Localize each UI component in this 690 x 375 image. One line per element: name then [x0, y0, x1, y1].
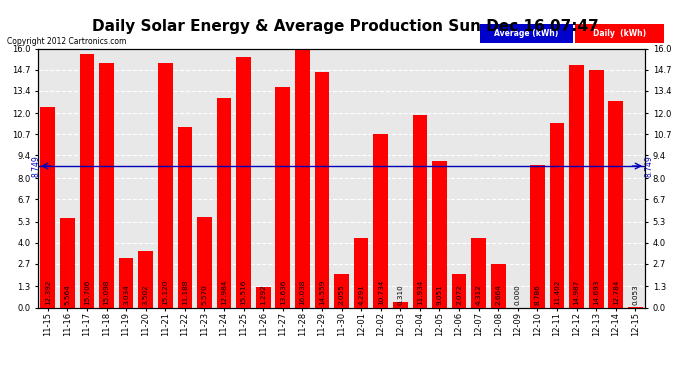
Text: 15.098: 15.098 [104, 280, 110, 305]
Text: Daily  (kWh): Daily (kWh) [593, 29, 646, 38]
Text: 8.786: 8.786 [535, 284, 540, 305]
Text: 2.055: 2.055 [339, 284, 344, 305]
Text: 5.564: 5.564 [64, 284, 70, 305]
Bar [471, 238, 486, 308]
Bar [354, 238, 368, 308]
Bar [295, 48, 310, 308]
Bar [628, 307, 642, 308]
Text: 8.749: 8.749 [644, 155, 653, 177]
Bar [41, 107, 55, 308]
Text: 0.310: 0.310 [397, 284, 404, 305]
Bar [236, 57, 251, 308]
Text: 12.392: 12.392 [45, 280, 51, 305]
Bar [550, 123, 564, 308]
Text: 11.934: 11.934 [417, 280, 423, 305]
Text: 15.516: 15.516 [241, 280, 246, 305]
Text: 9.051: 9.051 [437, 284, 442, 305]
Text: 0.000: 0.000 [515, 284, 521, 305]
Text: 11.188: 11.188 [182, 280, 188, 305]
Text: 14.559: 14.559 [319, 280, 325, 305]
Bar [119, 258, 133, 308]
Text: 11.402: 11.402 [554, 280, 560, 305]
Bar [256, 286, 270, 308]
Bar [197, 217, 212, 308]
Bar [491, 264, 506, 308]
Bar [569, 65, 584, 308]
Text: 12.984: 12.984 [221, 280, 227, 305]
Text: 16.038: 16.038 [299, 280, 306, 305]
Text: 4.291: 4.291 [358, 284, 364, 305]
Text: 1.292: 1.292 [260, 284, 266, 305]
Text: Average (kWh): Average (kWh) [494, 29, 558, 38]
Bar [452, 274, 466, 308]
Bar [177, 127, 193, 308]
Text: 13.636: 13.636 [279, 280, 286, 305]
Bar [432, 161, 447, 308]
Text: 2.664: 2.664 [495, 284, 501, 305]
Text: 12.784: 12.784 [613, 280, 619, 305]
Text: 10.734: 10.734 [377, 280, 384, 305]
Text: 0.053: 0.053 [632, 284, 638, 305]
Bar [393, 303, 408, 307]
Bar [413, 114, 427, 308]
Text: 14.987: 14.987 [573, 280, 580, 305]
Bar [589, 70, 604, 308]
Bar [158, 63, 172, 308]
Text: 14.693: 14.693 [593, 280, 599, 305]
Text: Copyright 2012 Cartronics.com: Copyright 2012 Cartronics.com [7, 38, 126, 46]
Text: 3.502: 3.502 [143, 284, 148, 305]
Text: 5.570: 5.570 [201, 284, 208, 305]
Bar [373, 134, 388, 308]
Bar [530, 165, 545, 308]
Text: 4.312: 4.312 [475, 284, 482, 305]
Text: 3.034: 3.034 [123, 284, 129, 305]
Bar [609, 101, 623, 308]
Bar [99, 63, 114, 308]
Text: 15.706: 15.706 [84, 280, 90, 305]
Text: 15.120: 15.120 [162, 280, 168, 305]
Text: 8.749: 8.749 [32, 155, 41, 177]
Bar [334, 274, 349, 308]
Bar [79, 54, 95, 307]
Bar [217, 98, 231, 308]
Bar [315, 72, 329, 308]
Bar [138, 251, 153, 308]
Text: Daily Solar Energy & Average Production Sun Dec 16 07:47: Daily Solar Energy & Average Production … [92, 19, 598, 34]
Bar [60, 217, 75, 308]
Bar [275, 87, 290, 308]
Text: 2.072: 2.072 [456, 284, 462, 305]
